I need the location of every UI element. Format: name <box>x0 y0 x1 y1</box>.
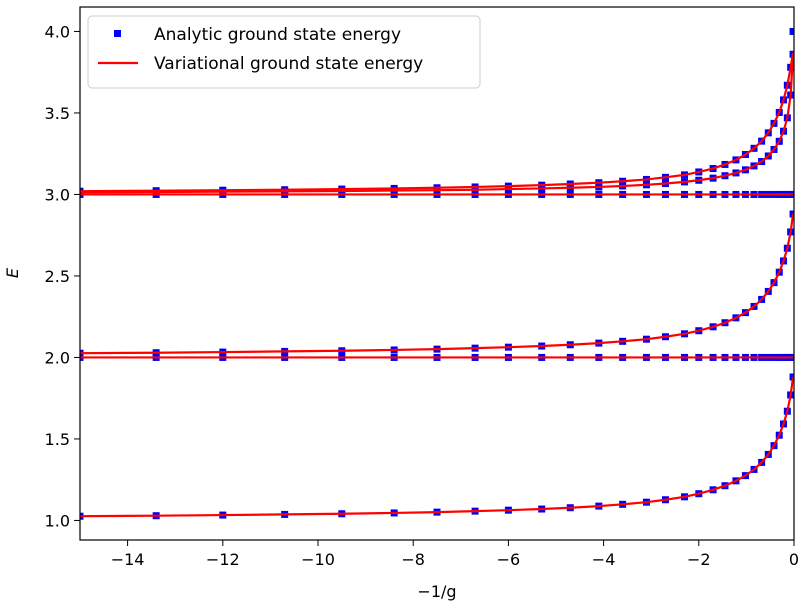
x-tick-label: −2 <box>687 550 711 569</box>
x-tick-label: −12 <box>206 550 240 569</box>
analytic-point <box>789 27 794 35</box>
variational-line <box>80 213 794 355</box>
y-tick-label: 2.5 <box>45 267 70 286</box>
y-tick-label: 3.0 <box>45 185 70 204</box>
y-tick-label: 4.0 <box>45 22 70 41</box>
y-tick-label: 1.0 <box>45 511 70 530</box>
x-tick-label: −14 <box>111 550 145 569</box>
y-tick-label: 1.5 <box>45 430 70 449</box>
analytic-point <box>789 210 794 218</box>
x-tick-label: −4 <box>592 550 616 569</box>
variational-line <box>80 54 794 194</box>
y-axis: 1.0 1.5 2.0 2.5 3.0 3.5 4.0 <box>45 22 80 530</box>
x-tick-label: −8 <box>401 550 425 569</box>
plot-frame <box>79 6 795 541</box>
variational-line <box>80 52 794 193</box>
y-axis-label: E <box>3 267 22 278</box>
legend-label-analytic: Analytic ground state energy <box>154 25 401 45</box>
y-tick-label: 3.5 <box>45 104 70 123</box>
variational-line <box>80 376 794 518</box>
x-tick-label: −10 <box>301 550 335 569</box>
x-axis: −14 −12 −10 −8 −6 −4 −2 0 <box>111 540 799 569</box>
legend-box <box>87 15 481 89</box>
x-axis-label: −1/g <box>417 582 456 601</box>
analytic-point <box>789 373 794 381</box>
legend-marker-analytic <box>114 30 121 37</box>
legend-label-variational: Variational ground state energy <box>154 54 423 74</box>
y-tick-label: 2.0 <box>45 348 70 367</box>
variational-lines <box>80 52 794 518</box>
legend: Analytic ground state energy Variational… <box>87 15 481 89</box>
x-tick-label: 0 <box>789 550 799 569</box>
x-tick-label: −6 <box>497 550 521 569</box>
